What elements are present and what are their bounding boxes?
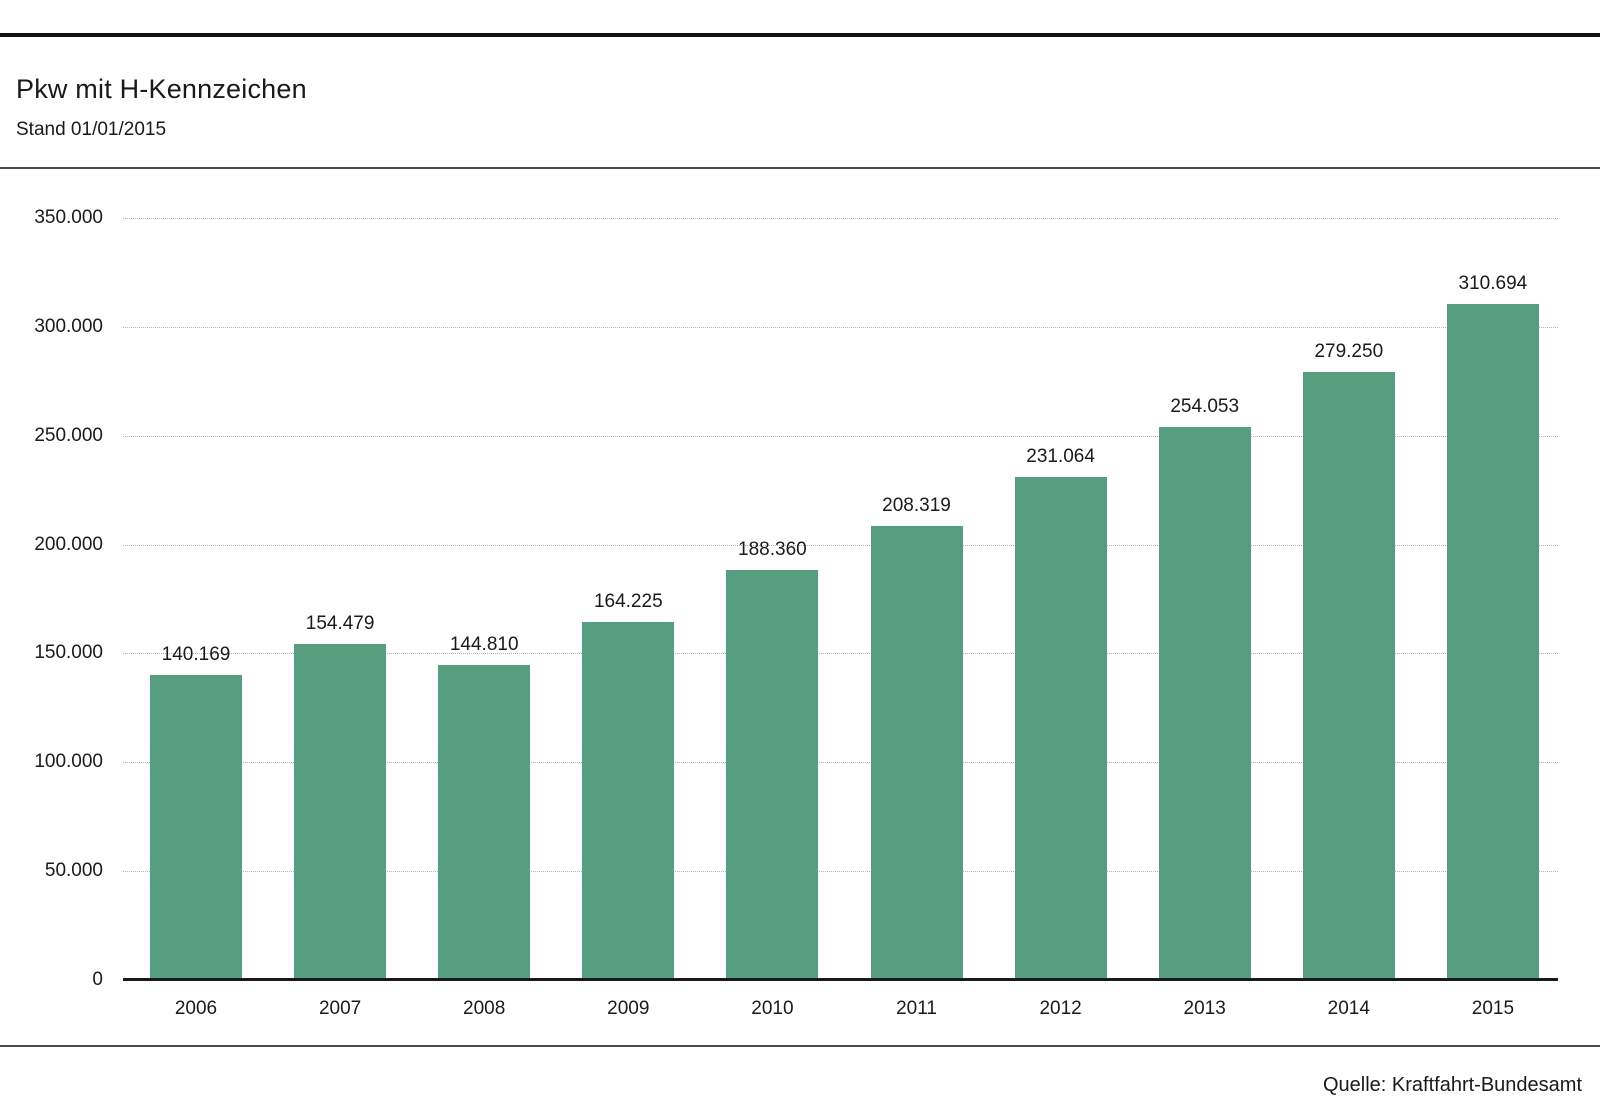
x-tick-label-2010: 2010: [751, 998, 794, 1019]
x-tick-label-2012: 2012: [1039, 998, 1082, 1019]
y-tick-label-100.000: 100.000: [34, 751, 103, 773]
bar-2015: [1446, 303, 1539, 980]
gridline-350.000: [123, 218, 1558, 219]
x-tick-label-2007: 2007: [318, 998, 362, 1019]
bar-2013: [1158, 426, 1251, 980]
bar-2011: [870, 526, 963, 980]
bar-2009: [582, 622, 675, 980]
gridline-50.000: [123, 871, 1558, 873]
top-divider: [0, 33, 1600, 37]
y-tick-label-0: 0: [92, 969, 103, 990]
header-divider: [0, 167, 1600, 169]
gridline-300.000: [123, 326, 1558, 328]
bar-2012: [1014, 476, 1107, 980]
x-tick-label-2006: 2006: [174, 998, 218, 1019]
bar-value-label-2012: 231.064: [1026, 445, 1095, 467]
x-tick-label-2009: 2009: [607, 998, 650, 1019]
y-tick-label-200.000: 200.000: [34, 533, 103, 555]
x-tick-label-2013: 2013: [1183, 998, 1226, 1019]
gridline-150.000: [123, 653, 1558, 655]
x-tick-label-2008: 2008: [463, 998, 506, 1019]
y-tick-label-250.000: 250.000: [34, 424, 103, 446]
bar-value-label-2011: 208.319: [882, 495, 951, 517]
bar-value-label-2006: 140.169: [161, 643, 231, 665]
bar-2007: [294, 643, 387, 980]
x-tick-label-2015: 2015: [1471, 998, 1515, 1019]
x-axis-line: [123, 978, 1558, 981]
bar-value-label-2013: 254.053: [1170, 395, 1240, 417]
bar-value-label-2010: 188.360: [738, 538, 807, 560]
y-tick-label-50.000: 50.000: [44, 860, 103, 882]
y-tick-label-300.000: 300.000: [34, 315, 103, 337]
chart-title: Pkw mit H-Kennzeichen: [16, 74, 307, 104]
bar-value-label-2015: 310.694: [1458, 272, 1528, 294]
plot-area: 0 50.000 100.000 150.000 200.000 250.000 300.0…: [34, 207, 1558, 1019]
bar-value-label-2014: 279.250: [1314, 341, 1384, 363]
bar-2008: [438, 664, 531, 980]
gridline-200.000: [123, 544, 1558, 546]
x-tick-label-2014: 2014: [1327, 998, 1370, 1019]
bar-2010: [726, 569, 819, 980]
gridline-100.000: [123, 762, 1558, 764]
gridline-250.000: [123, 435, 1558, 437]
bar-2006: [150, 674, 242, 980]
footer-divider: [0, 1045, 1600, 1047]
bar-2014: [1302, 372, 1395, 980]
source-credit: Quelle: Kraftfahrt-Bundesamt: [1322, 1074, 1582, 1096]
x-tick-label-2011: 2011: [896, 998, 937, 1019]
y-tick-label-150.000: 150.000: [34, 642, 103, 664]
y-tick-label-350.000: 350.000: [34, 207, 103, 228]
bar-value-label-2008: 144.810: [449, 633, 519, 655]
bar-value-label-2009: 164.225: [593, 591, 663, 613]
chart-subtitle: Stand 01/01/2015: [16, 119, 167, 140]
bar-value-label-2007: 154.479: [305, 612, 375, 634]
